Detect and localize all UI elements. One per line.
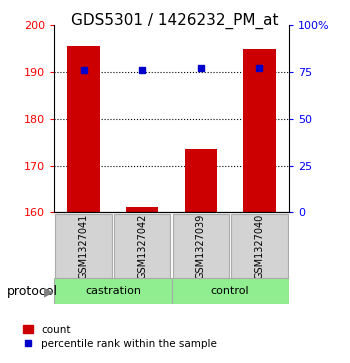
Bar — [185, 149, 217, 212]
Legend: count, percentile rank within the sample: count, percentile rank within the sample — [23, 325, 217, 349]
Bar — [114, 214, 170, 278]
Text: GSM1327042: GSM1327042 — [137, 213, 147, 279]
Text: GSM1327040: GSM1327040 — [254, 213, 265, 278]
Bar — [231, 214, 288, 278]
Bar — [172, 278, 289, 304]
Text: GSM1327041: GSM1327041 — [78, 213, 89, 278]
Bar — [68, 46, 100, 212]
Text: control: control — [211, 286, 250, 296]
Text: ▶: ▶ — [43, 285, 53, 298]
Bar — [243, 49, 275, 212]
Bar — [55, 214, 112, 278]
Text: GDS5301 / 1426232_PM_at: GDS5301 / 1426232_PM_at — [71, 13, 279, 29]
Bar — [54, 278, 172, 304]
Text: GSM1327039: GSM1327039 — [196, 213, 206, 278]
Bar — [173, 214, 229, 278]
Bar — [126, 207, 158, 212]
Text: castration: castration — [85, 286, 141, 296]
Text: protocol: protocol — [7, 285, 58, 298]
